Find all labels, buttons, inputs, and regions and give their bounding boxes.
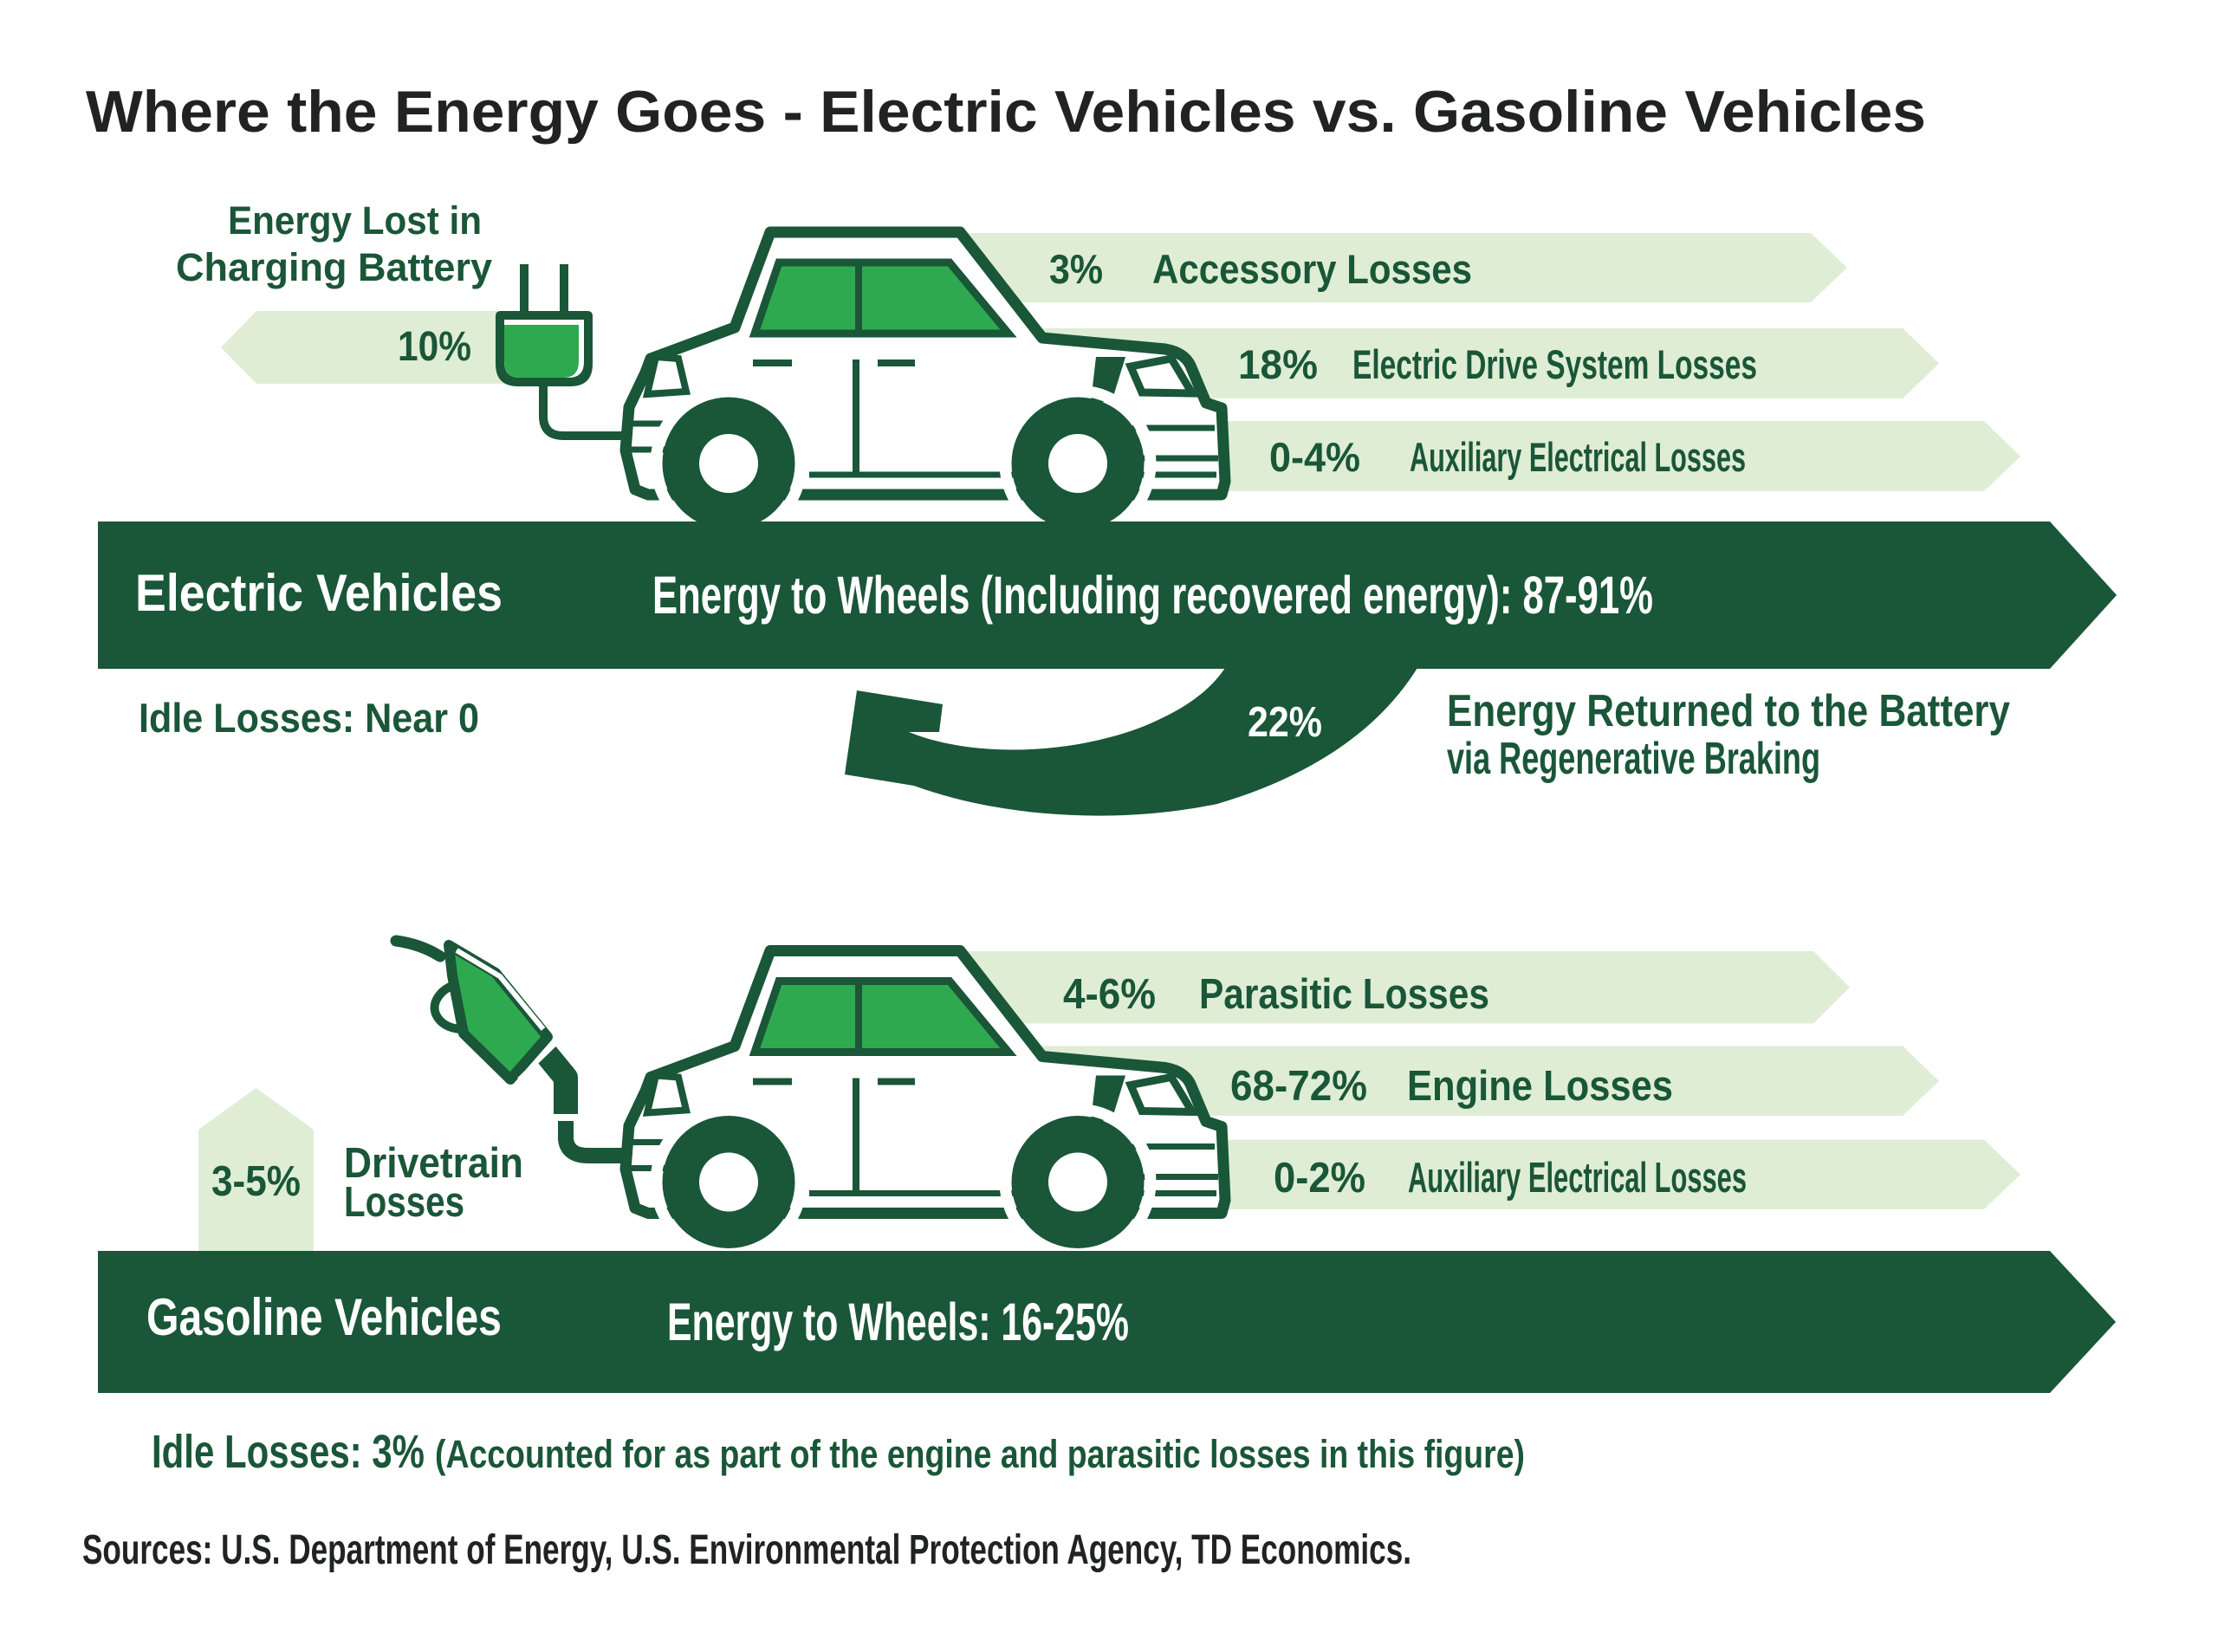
svg-text:22%: 22% <box>1248 699 1322 746</box>
svg-text:Auxiliary Electrical Losses: Auxiliary Electrical Losses <box>1408 1155 1747 1202</box>
svg-text:68-72%: 68-72% <box>1230 1063 1367 1110</box>
svg-text:Idle Losses: 3%: Idle Losses: 3% <box>152 1426 425 1478</box>
svg-text:(Accounted for as part of the: (Accounted for as part of the engine and… <box>435 1432 1525 1476</box>
svg-text:Parasitic Losses: Parasitic Losses <box>1199 971 1489 1018</box>
svg-text:Energy Lost in: Energy Lost in <box>228 198 482 243</box>
svg-text:Charging Battery: Charging Battery <box>176 245 492 289</box>
svg-text:Accessory Losses: Accessory Losses <box>1152 246 1472 292</box>
svg-text:Losses: Losses <box>344 1179 464 1226</box>
svg-text:Gasoline Vehicles: Gasoline Vehicles <box>146 1288 502 1346</box>
svg-text:Drivetrain: Drivetrain <box>344 1140 523 1187</box>
svg-text:Idle Losses: Near 0: Idle Losses: Near 0 <box>139 695 479 741</box>
svg-text:Engine Losses: Engine Losses <box>1407 1063 1673 1110</box>
svg-text:Where the Energy Goes - Electr: Where the Energy Goes - Electric Vehicle… <box>86 79 1926 145</box>
svg-text:Energy Returned to the Battery: Energy Returned to the Battery <box>1447 686 2010 736</box>
svg-text:10%: 10% <box>398 324 471 370</box>
svg-text:Energy to Wheels (Including re: Energy to Wheels (Including recovered en… <box>652 566 1653 625</box>
svg-text:Electric Drive System Losses: Electric Drive System Losses <box>1352 341 1757 387</box>
svg-text:0-2%: 0-2% <box>1274 1155 1365 1202</box>
svg-text:18%: 18% <box>1238 341 1318 387</box>
svg-text:Sources: U.S. Department of En: Sources: U.S. Department of Energy, U.S.… <box>82 1527 1411 1573</box>
svg-text:3%: 3% <box>1049 246 1103 292</box>
svg-text:3-5%: 3-5% <box>211 1158 301 1205</box>
svg-text:Auxiliary Electrical Losses: Auxiliary Electrical Losses <box>1410 434 1746 480</box>
svg-text:Electric Vehicles: Electric Vehicles <box>135 564 503 622</box>
svg-text:Energy to Wheels: 16-25%: Energy to Wheels: 16-25% <box>667 1292 1129 1351</box>
svg-text:via Regenerative Braking: via Regenerative Braking <box>1447 734 1820 784</box>
svg-text:4-6%: 4-6% <box>1063 971 1156 1018</box>
svg-text:0-4%: 0-4% <box>1269 434 1360 480</box>
